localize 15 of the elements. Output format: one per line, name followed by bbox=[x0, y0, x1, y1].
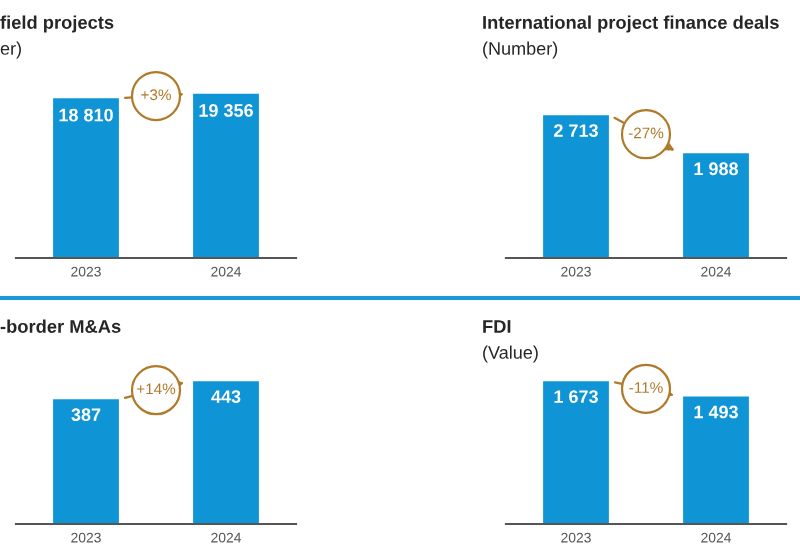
data-label: 387 bbox=[71, 408, 101, 422]
data-label: 18 810 bbox=[59, 108, 113, 122]
data-label: 1 988 bbox=[694, 162, 739, 176]
chart-title: International project finance deals bbox=[483, 15, 779, 33]
chart-title: FDI bbox=[483, 320, 511, 333]
data-label: 2 713 bbox=[554, 124, 598, 137]
data-label: 443 bbox=[211, 390, 241, 403]
data-label: 1 673 bbox=[554, 390, 598, 403]
data-label: 19 356 bbox=[199, 104, 253, 117]
chart-title: field projects bbox=[0, 15, 114, 33]
chart-subtitle: (Value) bbox=[483, 345, 538, 363]
data-label: 1 493 bbox=[694, 405, 738, 419]
chart-title: -border M&As bbox=[0, 319, 121, 333]
chart-subtitle: er) bbox=[0, 41, 21, 59]
chart-subtitle: (Number) bbox=[483, 41, 558, 59]
